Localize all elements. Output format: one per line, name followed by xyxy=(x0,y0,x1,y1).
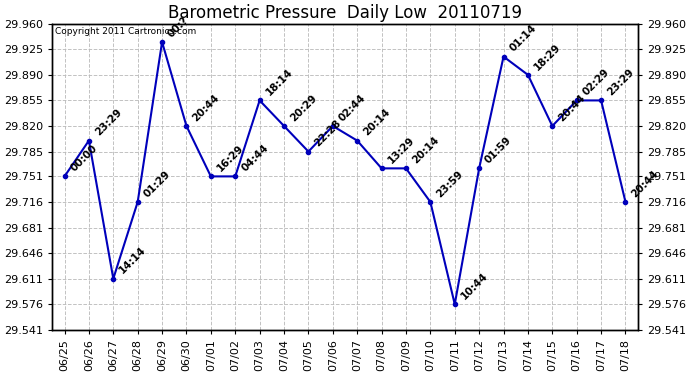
Text: 00:?: 00:? xyxy=(166,15,190,39)
Text: 22:28: 22:28 xyxy=(313,118,343,149)
Text: 23:59: 23:59 xyxy=(435,169,465,199)
Title: Barometric Pressure  Daily Low  20110719: Barometric Pressure Daily Low 20110719 xyxy=(168,4,522,22)
Text: 20:44: 20:44 xyxy=(556,93,587,123)
Text: 01:14: 01:14 xyxy=(508,23,538,54)
Text: 14:14: 14:14 xyxy=(117,245,148,276)
Text: 02:44: 02:44 xyxy=(337,93,368,123)
Text: 04:44: 04:44 xyxy=(239,143,270,174)
Text: 01:29: 01:29 xyxy=(142,169,172,199)
Text: 20:44: 20:44 xyxy=(630,168,660,199)
Text: Copyright 2011 Cartronics.com: Copyright 2011 Cartronics.com xyxy=(55,27,197,36)
Text: 23:29: 23:29 xyxy=(93,107,124,138)
Text: 18:14: 18:14 xyxy=(264,67,295,98)
Text: 01:59: 01:59 xyxy=(483,135,514,166)
Text: 16:29: 16:29 xyxy=(215,143,246,174)
Text: 10:44: 10:44 xyxy=(459,271,490,302)
Text: 20:29: 20:29 xyxy=(288,93,319,123)
Text: 20:44: 20:44 xyxy=(190,93,221,123)
Text: 18:29: 18:29 xyxy=(532,42,562,72)
Text: 13:29: 13:29 xyxy=(386,135,416,166)
Text: 20:14: 20:14 xyxy=(410,135,441,166)
Text: 00:00: 00:00 xyxy=(69,143,99,174)
Text: 02:29: 02:29 xyxy=(581,67,611,98)
Text: 20:14: 20:14 xyxy=(362,107,392,138)
Text: 23:29: 23:29 xyxy=(605,67,635,98)
